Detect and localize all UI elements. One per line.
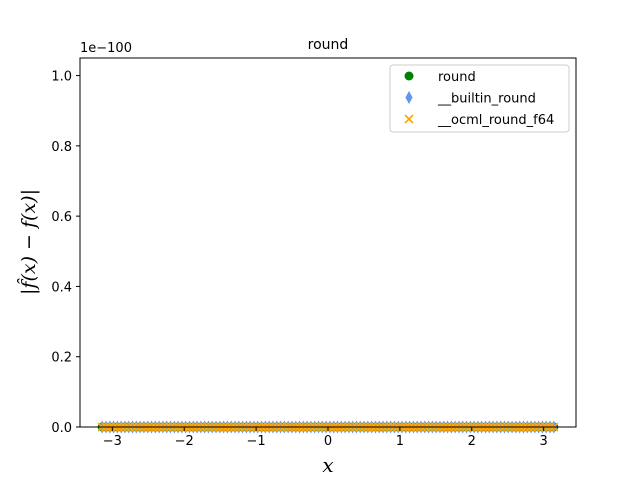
x-tick-label: 3 bbox=[540, 434, 548, 449]
y-tick-label: 0.6 bbox=[51, 210, 72, 225]
x-tick-label: 0 bbox=[324, 434, 332, 449]
legend-label: round bbox=[438, 70, 476, 85]
x-axis-label: x bbox=[322, 453, 333, 477]
chart-title: round bbox=[308, 37, 349, 53]
y-offset-text: 1e−100 bbox=[80, 41, 132, 56]
legend: round __builtin_round __ocml_round_f64 bbox=[389, 64, 570, 133]
y-axis-label: |f̂(x) − f(x)| bbox=[17, 189, 40, 295]
legend-label: __builtin_round bbox=[437, 92, 536, 107]
y-tick-label: 0.8 bbox=[51, 140, 72, 155]
x-tick-label: −2 bbox=[175, 434, 194, 449]
legend-box bbox=[389, 64, 570, 133]
y-tick-label: 0.0 bbox=[51, 421, 72, 436]
x-tick-label: 1 bbox=[396, 434, 404, 449]
x-tick-label: −1 bbox=[247, 434, 266, 449]
legend-label: __ocml_round_f64 bbox=[437, 113, 554, 128]
legend-marker bbox=[404, 114, 414, 124]
y-tick-label: 0.4 bbox=[51, 280, 72, 295]
x-tick-label: 2 bbox=[468, 434, 476, 449]
x-tick-label: −3 bbox=[103, 434, 122, 449]
y-tick-label: 0.2 bbox=[51, 351, 72, 366]
legend-marker bbox=[404, 71, 414, 81]
y-tick-label: 1.0 bbox=[51, 70, 72, 85]
x-axis-ticks: −3 −2 −1 0 1 2 3 bbox=[103, 427, 548, 449]
y-axis-ticks: 0.0 0.2 0.4 0.6 0.8 1.0 bbox=[51, 70, 80, 436]
legend-marker bbox=[405, 91, 413, 104]
